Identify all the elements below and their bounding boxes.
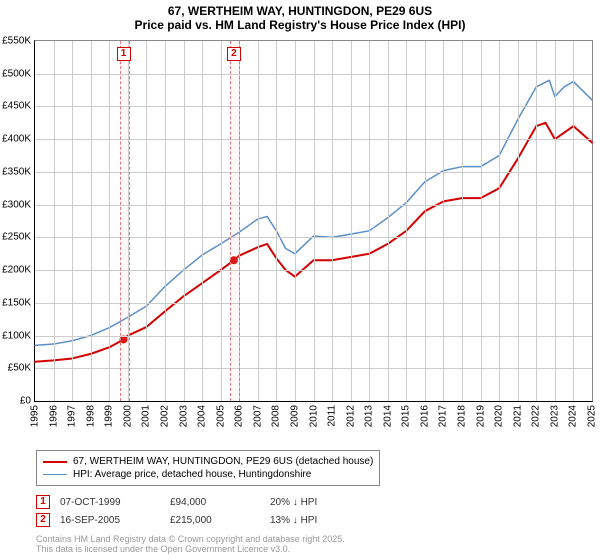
x-tick-label: 2010 bbox=[308, 405, 319, 427]
x-tick-label: 2012 bbox=[345, 405, 356, 427]
x-tick-label: 2000 bbox=[122, 405, 133, 427]
title-line-1: 67, WERTHEIM WAY, HUNTINGDON, PE29 6US bbox=[0, 4, 600, 18]
x-tick-label: 1999 bbox=[104, 405, 115, 427]
sale-event-delta: 13% ↓ HPI bbox=[270, 515, 390, 526]
y-tick-label: £350K bbox=[2, 166, 31, 177]
sale-marker-tag: 1 bbox=[117, 47, 131, 61]
x-tick-label: 2024 bbox=[568, 405, 579, 427]
sale-events-table: 1 07-OCT-1999£94,00020% ↓ HPI 2 16-SEP-2005… bbox=[36, 493, 390, 529]
x-tick-label: 2013 bbox=[364, 405, 375, 427]
y-tick-label: £100K bbox=[2, 330, 31, 341]
x-tick-label: 2020 bbox=[494, 405, 505, 427]
x-tick-label: 2006 bbox=[234, 405, 245, 427]
legend-swatch-property bbox=[43, 461, 67, 463]
x-tick-label: 2014 bbox=[382, 405, 393, 427]
x-tick-label: 2025 bbox=[587, 405, 598, 427]
y-tick-label: £150K bbox=[2, 297, 31, 308]
legend-label-property: 67, WERTHEIM WAY, HUNTINGDON, PE29 6US (… bbox=[73, 456, 373, 467]
footer-line-2: This data is licensed under the Open Gov… bbox=[36, 544, 345, 554]
y-tick-label: £450K bbox=[2, 101, 31, 112]
sale-event-row: 2 16-SEP-2005£215,00013% ↓ HPI bbox=[36, 511, 390, 529]
legend-row-hpi: HPI: Average price, detached house, Hunt… bbox=[43, 468, 373, 481]
sale-event-date: 16-SEP-2005 bbox=[60, 515, 170, 526]
x-tick-label: 2015 bbox=[401, 405, 412, 427]
sale-event-tag: 1 bbox=[36, 495, 50, 509]
sale-event-row: 1 07-OCT-1999£94,00020% ↓ HPI bbox=[36, 493, 390, 511]
legend-swatch-hpi bbox=[43, 474, 67, 475]
x-tick-label: 2019 bbox=[475, 405, 486, 427]
x-tick-label: 2021 bbox=[512, 405, 523, 427]
sale-event-date: 07-OCT-1999 bbox=[60, 497, 170, 508]
y-tick-label: £550K bbox=[2, 36, 31, 47]
sale-marker-band bbox=[120, 41, 130, 401]
x-tick-label: 2002 bbox=[159, 405, 170, 427]
x-tick-label: 2023 bbox=[549, 405, 560, 427]
legend-label-hpi: HPI: Average price, detached house, Hunt… bbox=[73, 469, 311, 480]
title-block: 67, WERTHEIM WAY, HUNTINGDON, PE29 6US P… bbox=[0, 4, 600, 32]
y-tick-label: £250K bbox=[2, 232, 31, 243]
x-tick-label: 2009 bbox=[289, 405, 300, 427]
y-tick-label: £300K bbox=[2, 199, 31, 210]
y-tick-label: £400K bbox=[2, 134, 31, 145]
sale-event-price: £215,000 bbox=[170, 515, 270, 526]
footer-block: Contains HM Land Registry data © Crown c… bbox=[36, 534, 345, 554]
x-tick-label: 2011 bbox=[327, 405, 338, 427]
footer-line-1: Contains HM Land Registry data © Crown c… bbox=[36, 534, 345, 544]
sale-marker-tag: 2 bbox=[227, 47, 241, 61]
y-tick-label: £500K bbox=[2, 68, 31, 79]
x-tick-label: 2005 bbox=[215, 405, 226, 427]
x-tick-label: 2007 bbox=[252, 405, 263, 427]
sale-marker-band bbox=[230, 41, 240, 401]
x-tick-label: 2016 bbox=[419, 405, 430, 427]
x-tick-label: 1997 bbox=[67, 405, 78, 427]
x-tick-label: 2001 bbox=[141, 405, 152, 427]
x-tick-label: 1996 bbox=[48, 405, 59, 427]
x-tick-label: 2022 bbox=[531, 405, 542, 427]
sale-event-price: £94,000 bbox=[170, 497, 270, 508]
title-line-2: Price paid vs. HM Land Registry's House … bbox=[0, 18, 600, 32]
chart-container: 67, WERTHEIM WAY, HUNTINGDON, PE29 6US P… bbox=[0, 0, 600, 560]
x-tick-label: 2008 bbox=[271, 405, 282, 427]
sale-event-delta: 20% ↓ HPI bbox=[270, 497, 390, 508]
x-tick-label: 2004 bbox=[197, 405, 208, 427]
x-tick-label: 1998 bbox=[85, 405, 96, 427]
sale-event-tag: 2 bbox=[36, 513, 50, 527]
x-tick-label: 2017 bbox=[438, 405, 449, 427]
x-tick-label: 2018 bbox=[457, 405, 468, 427]
y-tick-label: £200K bbox=[2, 265, 31, 276]
x-tick-label: 1995 bbox=[30, 405, 41, 427]
legend-row-property: 67, WERTHEIM WAY, HUNTINGDON, PE29 6US (… bbox=[43, 455, 373, 468]
legend: 67, WERTHEIM WAY, HUNTINGDON, PE29 6US (… bbox=[36, 450, 380, 486]
x-tick-label: 2003 bbox=[178, 405, 189, 427]
plot-area: £0£50K£100K£150K£200K£250K£300K£350K£400… bbox=[34, 40, 593, 402]
y-tick-label: £50K bbox=[8, 363, 31, 374]
